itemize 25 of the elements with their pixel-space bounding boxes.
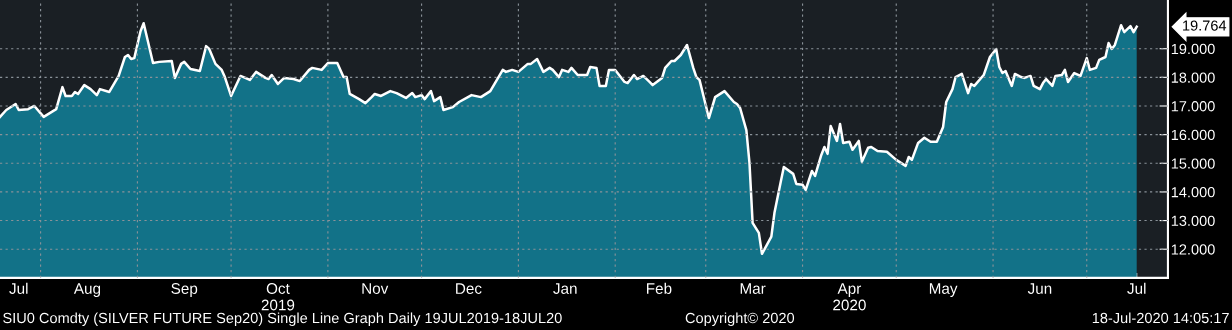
x-tick-label: Jul xyxy=(1127,282,1146,294)
y-tick-label: 17.000 xyxy=(1171,101,1215,112)
y-tick-label: 19.000 xyxy=(1171,43,1215,55)
x-tick-label: Aug xyxy=(73,283,101,297)
y-tick-label: 16.000 xyxy=(1171,129,1215,141)
text: Copyright© 2020 xyxy=(685,312,795,327)
x-tick-label: Oct 2019 xyxy=(261,283,295,311)
y-tick-label: 14.000 xyxy=(1171,187,1215,198)
y-tick-label: 13.000 xyxy=(1171,215,1215,226)
x-tick-label: Jan xyxy=(553,283,577,294)
x-tick-label: Nov xyxy=(362,283,389,294)
y-tick-label: 15.000 xyxy=(1171,158,1215,169)
x-tick-label: May xyxy=(929,283,958,297)
text: SIU0 Comdty (SILVER FUTURE Sep20) Single Line Graph Daily 19JUL2019-18JUL20 xyxy=(3,312,562,327)
y-tick-label: 12.000 xyxy=(1171,244,1215,255)
x-tick-label: Jun xyxy=(1027,283,1052,294)
text: 19.764 xyxy=(1183,20,1227,31)
text: 18-Jul-2020 14:05:17 xyxy=(1092,312,1229,324)
y-tick-label: 18.000 xyxy=(1171,72,1215,83)
x-tick-label: Mar xyxy=(740,283,766,294)
x-tick-label: Apr 2020 xyxy=(833,283,866,311)
x-tick-label: Dec xyxy=(456,283,482,294)
x-tick-label: Jul xyxy=(9,282,28,294)
x-tick-label: Feb xyxy=(647,282,672,294)
x-tick-label: Sep xyxy=(171,283,198,297)
